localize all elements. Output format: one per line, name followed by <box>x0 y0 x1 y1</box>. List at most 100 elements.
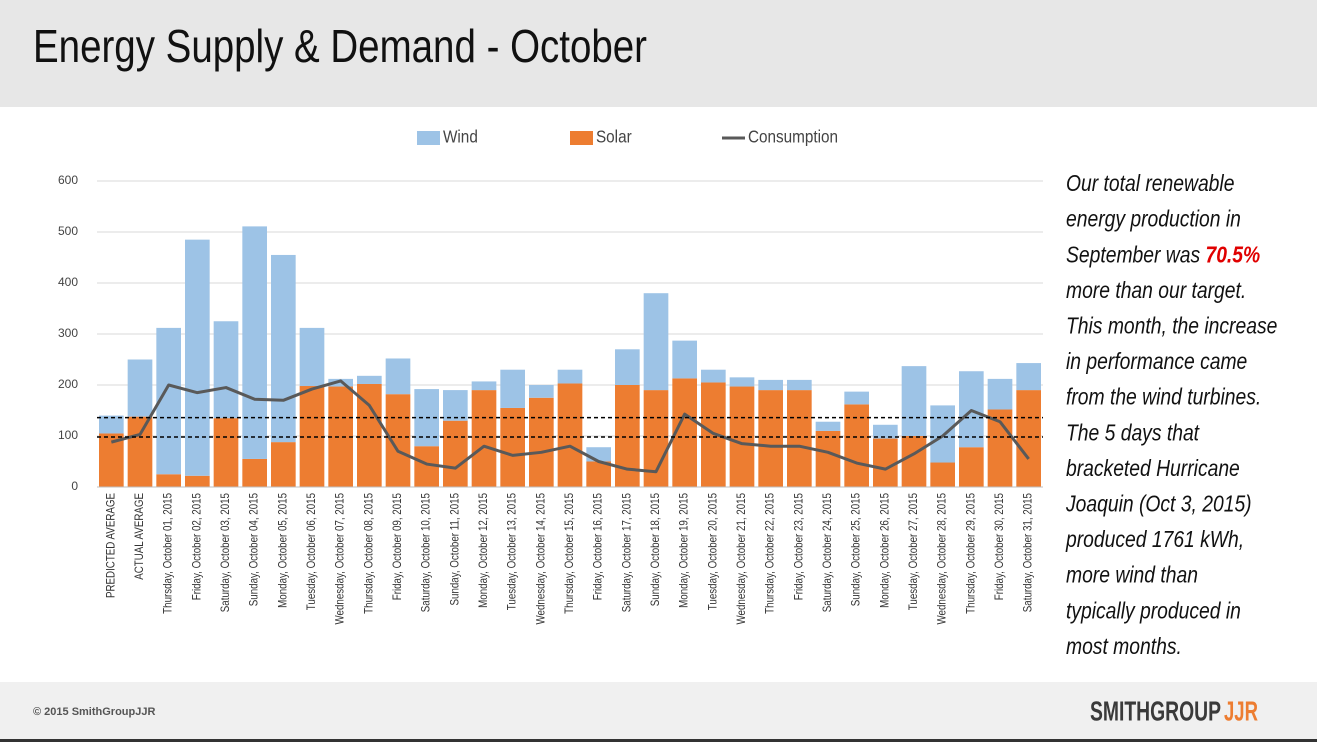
bar-segment <box>729 377 755 387</box>
x-tick-label: Wednesday, October 21, 2015 <box>735 493 748 625</box>
bar-segment <box>500 407 525 487</box>
x-tick-label: Saturday, October 10, 2015 <box>420 493 433 612</box>
x-tick-label: Sunday, October 18, 2015 <box>649 493 662 606</box>
bar-segment <box>242 458 267 487</box>
x-tick-label: Thursday, October 01, 2015 <box>162 493 175 614</box>
x-tick-label: Sunday, October 04, 2015 <box>248 493 261 606</box>
bar-segment <box>901 366 927 436</box>
bar-segment <box>987 378 1013 410</box>
legend-label: Consumption <box>748 127 838 147</box>
x-tick-label: Friday, October 09, 2015 <box>391 493 404 600</box>
x-tick-label: Tuesday, October 27, 2015 <box>907 493 920 610</box>
bar-segment <box>758 390 783 487</box>
note-line: most months. <box>1066 634 1182 659</box>
x-tick-label: Thursday, October 29, 2015 <box>965 493 978 614</box>
note-line: bracketed Hurricane <box>1066 456 1240 481</box>
bar-segment <box>643 293 669 391</box>
note-line: typically produced in <box>1066 599 1241 624</box>
note: Our total renewable energy production in S… <box>1065 172 1277 660</box>
copyright: © 2015 SmithGroupJJR <box>33 706 155 718</box>
bar-segment <box>815 430 841 487</box>
x-tick-label: Friday, October 30, 2015 <box>993 493 1006 600</box>
bar-segment <box>242 226 267 459</box>
bar-segment <box>213 321 239 419</box>
legend-label: Wind <box>443 127 478 147</box>
bar-segment <box>156 474 181 487</box>
x-tick-label: Sunday, October 25, 2015 <box>850 493 863 606</box>
x-tick-label: Tuesday, October 13, 2015 <box>506 493 519 610</box>
bar-segment <box>930 462 955 487</box>
x-tick-label: Tuesday, October 20, 2015 <box>707 493 720 610</box>
x-tick-label: Thursday, October 15, 2015 <box>563 493 576 614</box>
footer-band <box>0 682 1317 740</box>
bar-segment <box>873 424 898 439</box>
x-tick-label: Monday, October 05, 2015 <box>277 493 290 608</box>
x-tick-label: Saturday, October 17, 2015 <box>621 493 634 612</box>
bar-segment <box>1016 390 1041 487</box>
bar-segment <box>357 375 382 384</box>
bar-segment <box>99 433 124 487</box>
header-band <box>0 0 1317 107</box>
x-tick-label: Wednesday, October 14, 2015 <box>535 493 548 625</box>
y-tick-label: 0 <box>71 479 78 493</box>
bar-segment <box>873 438 898 487</box>
bar-segment <box>471 390 497 487</box>
bar-segment <box>271 254 296 443</box>
bar-segment <box>385 394 411 487</box>
bar-segment <box>758 379 783 391</box>
x-tick-label: Wednesday, October 28, 2015 <box>936 493 949 625</box>
x-tick-label: Friday, October 16, 2015 <box>592 493 605 600</box>
bar-segment <box>299 327 325 387</box>
note-text: September was <box>1066 243 1205 268</box>
bar-segment <box>529 385 554 398</box>
bar-segment <box>787 379 812 391</box>
bar-segment <box>586 461 611 487</box>
x-tick-label: Tuesday, October 06, 2015 <box>305 493 318 610</box>
bar-segment <box>557 383 583 487</box>
bar-segment <box>930 405 955 463</box>
x-tick-label: Thursday, October 08, 2015 <box>363 493 376 614</box>
bar-segment <box>901 436 927 487</box>
x-tick-label: Sunday, October 11, 2015 <box>449 493 462 606</box>
note-line: produced 1761 kWh, <box>1065 528 1244 553</box>
bar-segment <box>815 421 841 431</box>
note-line: This month, the increase <box>1066 314 1278 339</box>
bar-segment <box>357 383 382 487</box>
note-line: energy production in <box>1066 207 1241 232</box>
bar-segment <box>443 390 468 421</box>
y-tick-label: 200 <box>58 377 78 391</box>
bar-segment <box>213 418 239 487</box>
bar-segment <box>586 447 611 462</box>
note-line: Joaquin (Oct 3, 2015) <box>1065 492 1252 517</box>
note-line: in performance came <box>1066 350 1247 375</box>
bar-segment <box>385 358 411 395</box>
note-line: more wind than <box>1066 563 1198 588</box>
consumption-line <box>110 379 1030 474</box>
note-line: Our total renewable <box>1066 172 1235 197</box>
bar-segment <box>557 369 583 384</box>
x-tick-label: Saturday, October 03, 2015 <box>219 493 232 612</box>
bar-segment <box>529 397 554 487</box>
note-line: from the wind turbines. <box>1066 385 1261 410</box>
note-line: The 5 days that <box>1066 421 1200 446</box>
y-tick-label: 500 <box>58 224 78 238</box>
x-tick-label: Monday, October 26, 2015 <box>879 493 892 608</box>
bar-segment <box>959 447 984 487</box>
bar-segment <box>500 369 525 408</box>
logo-main: SMITHGROUP <box>1090 695 1221 726</box>
x-tick-label: Monday, October 19, 2015 <box>678 493 691 608</box>
bar-segment <box>185 239 210 476</box>
bar-segment <box>844 404 869 487</box>
bar-segment <box>471 381 497 391</box>
legend-label: Solar <box>596 127 632 147</box>
x-tick-label: Friday, October 23, 2015 <box>793 493 806 600</box>
bar-segment <box>127 416 153 487</box>
bar-segment <box>99 415 124 434</box>
y-tick-label: 400 <box>58 275 78 289</box>
legend-swatch <box>570 131 593 145</box>
note-line: more than our target. <box>1066 278 1246 303</box>
x-tick-label: Wednesday, October 07, 2015 <box>334 493 347 625</box>
footer-rule <box>0 739 1317 742</box>
